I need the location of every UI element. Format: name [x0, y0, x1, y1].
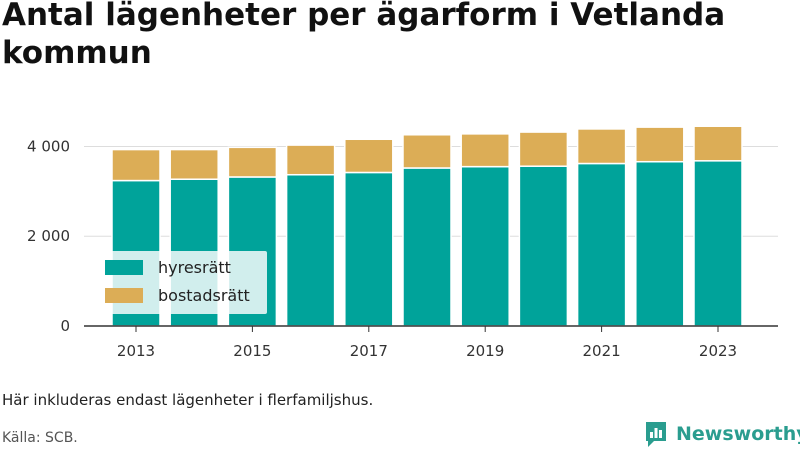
- bar-hyresratt-2018: [402, 167, 452, 327]
- brand-name: Newsworthy: [676, 423, 800, 445]
- bar-bostadsratt-2015: [227, 146, 278, 178]
- bar-bostadsratt-2021: [576, 128, 627, 165]
- bar-hyresratt-2017: [344, 171, 394, 327]
- bar-bostadsratt-2017: [344, 138, 394, 174]
- bar-bostadsratt-2023: [693, 125, 743, 162]
- y-tick-label: 2 000: [27, 227, 70, 245]
- x-tick-label: 2021: [583, 342, 621, 360]
- legend-label: bostadsrätt: [158, 286, 250, 305]
- bar-hyresratt-2019: [460, 165, 510, 327]
- bar-bostadsratt-2013: [111, 148, 161, 182]
- y-axis-ticks: 0 2 000 4 000: [27, 137, 70, 335]
- bar-bostadsratt-2022: [635, 126, 685, 163]
- bar-bostadsratt-2018: [402, 134, 452, 169]
- bar-bostadsratt-2019: [460, 133, 510, 168]
- bar-hyresratt-2021: [576, 162, 627, 327]
- x-tick-label: 2015: [233, 342, 271, 360]
- x-tick-label: 2019: [466, 342, 504, 360]
- bar-hyresratt-2022: [635, 160, 685, 327]
- legend: hyresrätt bostadsrätt: [96, 251, 267, 314]
- source-text: Källa: SCB.: [2, 430, 78, 446]
- bar-hyresratt-2016: [285, 173, 336, 327]
- x-tick-label: 2023: [699, 342, 737, 360]
- bar-bostadsratt-2016: [285, 144, 336, 176]
- chart-note: Här inkluderas endast lägenheter i flerf…: [2, 391, 374, 409]
- legend-label: hyresrätt: [158, 258, 231, 277]
- y-tick-label: 4 000: [27, 137, 70, 155]
- x-tick-label: 2013: [117, 342, 155, 360]
- newsworthy-logo: Newsworthy: [644, 420, 800, 448]
- legend-swatch: [105, 260, 143, 275]
- bar-hyresratt-2023: [693, 160, 743, 327]
- legend-swatch: [105, 288, 143, 303]
- bar-hyresratt-2020: [518, 165, 569, 327]
- bar-bostadsratt-2020: [518, 131, 569, 167]
- chart-title: Antal lägenheter per ägarform i Vetlanda…: [2, 0, 726, 71]
- x-axis-ticks: 2013 2015 2017 2019 2021 2023: [117, 326, 737, 360]
- bar-bostadsratt-2014: [169, 148, 219, 180]
- y-tick-label: 0: [60, 317, 70, 335]
- bar-chart-logo-icon: [646, 422, 666, 447]
- x-tick-label: 2017: [350, 342, 388, 360]
